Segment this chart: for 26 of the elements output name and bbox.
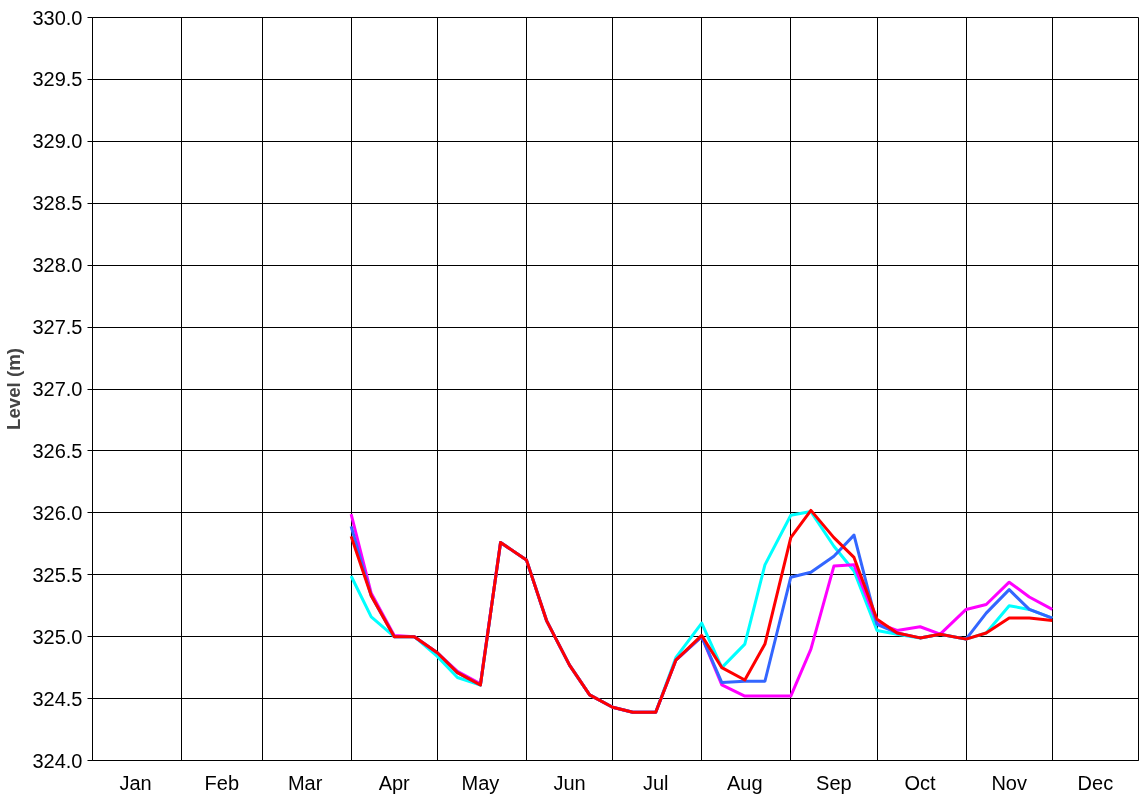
- x-tick-label: Dec: [1077, 771, 1114, 794]
- y-tick-label: 325.0: [32, 625, 83, 648]
- y-tick-label: 328.0: [32, 254, 83, 277]
- x-tick-label: Jul: [642, 771, 669, 794]
- x-tick-label: Aug: [727, 771, 763, 794]
- x-tick-label: May: [461, 771, 500, 794]
- y-axis-title: Level (m): [3, 348, 25, 430]
- x-tick-label: Apr: [378, 771, 411, 794]
- y-tick-label: 326.5: [32, 439, 83, 462]
- y-tick-label: 329.0: [32, 130, 83, 153]
- y-tick-label: 325.5: [32, 563, 83, 586]
- x-tick-label: Feb: [204, 771, 240, 794]
- y-tick-label: 324.0: [32, 749, 83, 772]
- x-tick-label: Sep: [816, 771, 852, 794]
- y-tick-label: 327.0: [32, 378, 83, 400]
- y-tick-label: 330.0: [32, 6, 83, 29]
- x-tick-label: Oct: [904, 771, 937, 794]
- x-tick-label: Nov: [991, 771, 1027, 794]
- y-tick-label: 327.5: [32, 316, 83, 339]
- x-tick-label: Jan: [119, 771, 152, 794]
- x-tick-label: Jun: [553, 771, 586, 794]
- y-tick-label: 324.5: [32, 687, 83, 710]
- y-tick-label: 329.5: [32, 68, 83, 91]
- y-tick-label: 326.0: [32, 501, 83, 524]
- y-tick-label: 328.5: [32, 192, 83, 215]
- x-tick-label: Mar: [287, 771, 323, 794]
